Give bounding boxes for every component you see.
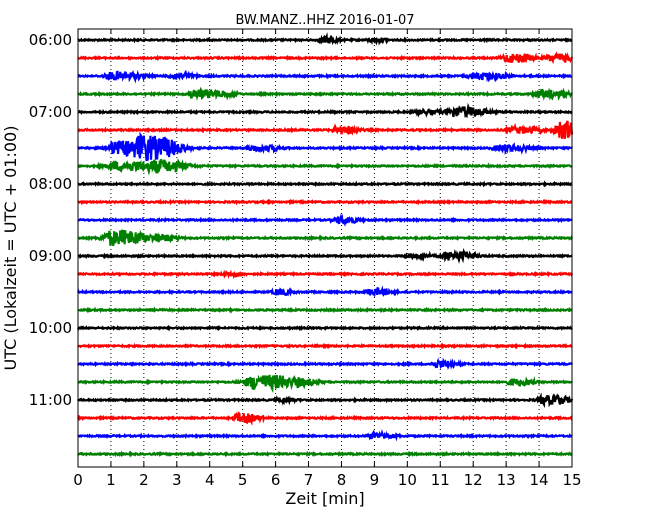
- x-tick-label: 9: [370, 471, 380, 489]
- trace-1145: [77, 450, 573, 458]
- x-tick-label: 2: [139, 471, 149, 489]
- trace-0715: [77, 120, 574, 139]
- trace-0800: [77, 180, 573, 188]
- trace-0645: [77, 86, 573, 101]
- x-tick-label: 12: [464, 471, 483, 489]
- trace-1015: [77, 342, 573, 350]
- y-tick-label: 06:00: [29, 31, 72, 49]
- x-tick-label: 5: [238, 471, 248, 489]
- x-tick-label: 6: [271, 471, 281, 489]
- x-tick-label: 1: [106, 471, 116, 489]
- y-tick-label: 09:00: [29, 247, 72, 265]
- y-tick-label: 08:00: [29, 175, 72, 193]
- plot-area: 0 1 2 3 4 5 6 7 8 9 10 11 12 13 14 1506:0007:0008:0009:…: [29, 28, 582, 489]
- y-axis-label: UTC (Lokalzeit = UTC + 01:00): [1, 126, 20, 371]
- trace-0945: [77, 306, 573, 314]
- x-tick-label: 0: [73, 471, 83, 489]
- trace-0630: [77, 69, 573, 84]
- plot-frame: [77, 28, 573, 468]
- trace-1115: [77, 411, 573, 426]
- trace-0815: [77, 198, 573, 206]
- x-tick-label: 7: [304, 471, 314, 489]
- trace-0700: [77, 102, 573, 119]
- x-tick-label: 13: [497, 471, 516, 489]
- trace-0745: [77, 158, 573, 176]
- trace-1130: [77, 429, 573, 442]
- x-tick-label: 11: [431, 471, 450, 489]
- x-tick-label: 14: [530, 471, 549, 489]
- trace-0830: [77, 213, 573, 227]
- trace-0900: [77, 247, 573, 264]
- x-tick-label: 4: [205, 471, 215, 489]
- y-tick-label: 07:00: [29, 103, 72, 121]
- trace-0915: [77, 269, 573, 280]
- trace-1000: [77, 324, 573, 332]
- trace-1045: [77, 374, 573, 394]
- y-tick-label: 10:00: [29, 319, 72, 337]
- trace-1030: [77, 357, 573, 371]
- x-tick-label: 10: [398, 471, 417, 489]
- y-tick-label: 11:00: [29, 391, 72, 409]
- x-tick-label: 3: [172, 471, 182, 489]
- x-tick-label: 8: [337, 471, 347, 489]
- trace-0730: [77, 131, 573, 162]
- trace-0615: [77, 51, 574, 65]
- trace-1100: [77, 392, 574, 409]
- x-tick-label: 15: [562, 471, 581, 489]
- x-axis-label: Zeit [min]: [285, 489, 364, 508]
- trace-0600: [77, 32, 573, 46]
- trace-0845: [77, 228, 573, 247]
- chart-title: BW.MANZ..HHZ 2016-01-07: [235, 13, 414, 28]
- trace-0930: [76, 285, 573, 298]
